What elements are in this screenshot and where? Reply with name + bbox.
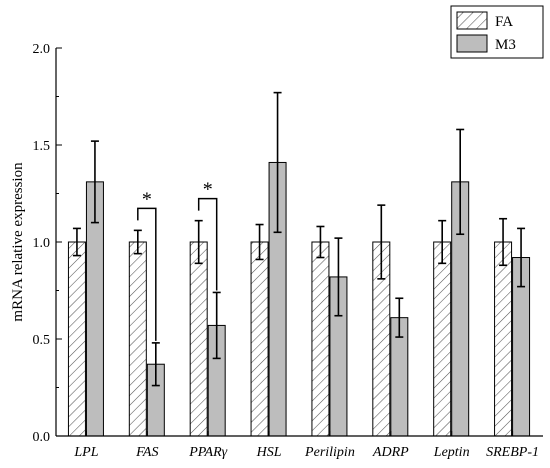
y-tick-label-0: 0.0 [33,430,51,445]
x-tick-label-6: Leptin [433,445,470,460]
significance-star-1: * [203,179,213,201]
legend-label-m3: M3 [495,37,516,53]
bar-fa-4 [311,241,330,437]
error-bars-layer [72,91,526,387]
x-tick-label-7: SREBP-1 [486,445,539,460]
legend: FA M3 [450,5,544,59]
bar-fa-6 [433,241,452,437]
x-tick-label-0: LPL [73,445,98,460]
significance-bracket-0 [137,207,157,341]
x-tick-label-2: PPARγ [188,445,227,460]
x-tick-label-1: FAS [135,445,158,460]
y-tick-label-3: 1.5 [33,139,51,154]
axes-layer: LPL FAS PPARγ HSL Perilipin ADRP Leptin SREBP-1… [33,42,543,460]
x-tick-label-5: ADRP [372,445,409,460]
significance-star-0: * [142,188,152,210]
bar-fa-3 [250,241,269,437]
x-tick-label-4: Perilipin [304,445,355,460]
y-tick-label-1: 0.5 [33,333,51,348]
bar-fa-7 [494,241,513,437]
y-axis-title: mRNA relative expression [10,162,26,322]
bar-fa-2 [189,241,208,437]
y-tick-label-2: 1.0 [33,236,51,251]
bars-layer [67,161,531,437]
legend-label-fa: FA [495,14,513,30]
x-tick-label-3: HSL [256,445,282,460]
bar-fa-0 [67,241,86,437]
legend-swatch-m3 [456,34,488,53]
legend-swatch-fa [456,11,488,30]
significance-layer: * * [137,179,218,341]
y-tick-label-4: 2.0 [33,42,51,57]
bar-fa-1 [128,241,147,437]
significance-bracket-1 [197,197,218,291]
